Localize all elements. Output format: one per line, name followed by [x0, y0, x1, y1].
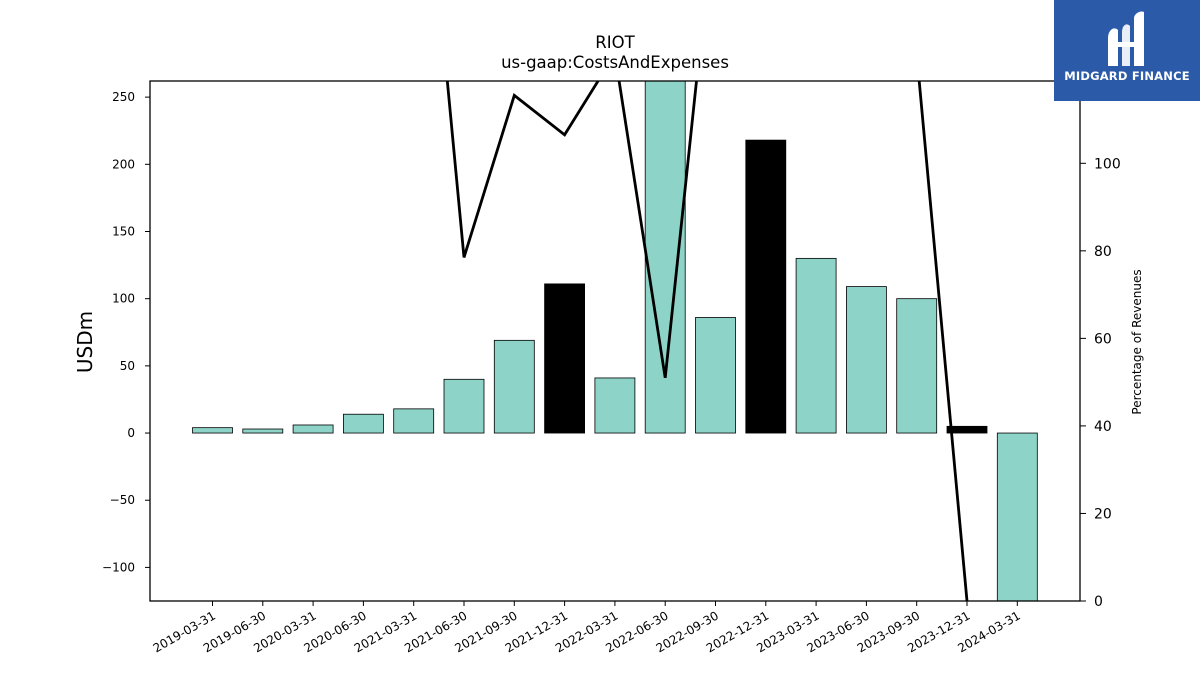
- y-axis-label: USDm: [73, 311, 97, 373]
- bar-2023-06-30: [846, 286, 887, 434]
- y2-tick-label: 60: [1094, 331, 1112, 347]
- y-tick-label: 250: [112, 90, 135, 104]
- bar-2022-09-30: [695, 317, 736, 434]
- y-axis-left: −100 −50 0 50 100 150 200 250: [102, 90, 150, 574]
- bar-2020-06-30: [342, 413, 384, 434]
- chart-subtitle: us-gaap:CostsAndExpenses: [501, 53, 729, 72]
- y2-tick-label: 100: [1094, 156, 1121, 172]
- y-tick-label: 150: [112, 224, 135, 238]
- line-series: [445, 81, 969, 601]
- midgard-logo-icon: [1108, 11, 1144, 67]
- bar-2021-03-31: [393, 408, 435, 434]
- y-tick-label: 100: [112, 292, 135, 306]
- y-tick-label: 0: [127, 426, 135, 440]
- logo-text: MIDGARD FINANCE: [1064, 69, 1190, 83]
- y-tick-label: −50: [110, 493, 135, 507]
- y-tick-label: 200: [112, 157, 135, 171]
- bar-2022-03-31: [594, 377, 636, 434]
- bar-2019-03-31: [192, 427, 233, 434]
- x-axis: 2019-03-312019-06-302020-03-312020-06-30…: [151, 601, 1023, 655]
- y-tick-label: −100: [102, 560, 135, 574]
- bar-2024-03-31: [996, 432, 1038, 602]
- bar-2021-12-31: [544, 283, 585, 434]
- midgard-logo: MIDGARD FINANCE: [1054, 0, 1200, 101]
- bar-2021-09-30: [493, 339, 535, 434]
- y2-tick-label: 80: [1094, 244, 1112, 260]
- y2-tick-label: 20: [1094, 506, 1112, 522]
- y2-tick-label: 40: [1094, 419, 1112, 435]
- bar-2023-12-31: [946, 425, 988, 434]
- plot-frame: [149, 80, 1081, 602]
- bar-2022-12-31: [745, 139, 787, 434]
- bar-2023-03-31: [795, 257, 837, 434]
- y-tick-label: 50: [120, 359, 135, 373]
- bar-2023-09-30: [896, 298, 938, 434]
- chart-title: RIOT: [595, 33, 635, 52]
- bar-2019-06-30: [242, 428, 284, 434]
- bar-2020-03-31: [292, 424, 334, 434]
- y2-tick-label: 0: [1094, 594, 1103, 610]
- y2-axis-label: Percentage of Revenues: [1130, 269, 1144, 414]
- y-axis-right: 0 20 40 60 80 100: [1080, 156, 1121, 610]
- bar-2021-06-30: [443, 378, 485, 434]
- line-layer: [445, 81, 969, 601]
- bars-layer: [192, 80, 1038, 602]
